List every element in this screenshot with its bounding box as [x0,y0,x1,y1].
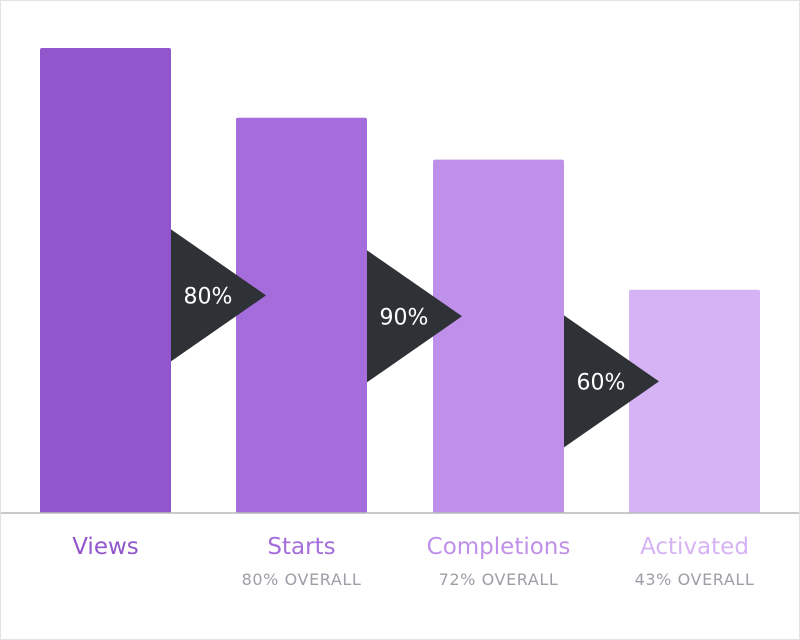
stage-label-completions: Completions [427,534,571,560]
overall-label-completions: 72% OVERALL [439,570,559,589]
conversion-label-1: 80% [184,284,233,309]
stage-label-views: Views [72,534,139,560]
bar-activated [629,289,760,513]
bar-completions [433,159,564,513]
stage-label-starts: Starts [267,534,335,560]
conversion-arrow-1 [171,229,266,362]
overall-label-activated: 43% OVERALL [635,570,755,589]
bar-starts [236,117,367,513]
bar-views [40,48,171,513]
conversion-arrow-2 [367,250,462,383]
conversion-arrow-3 [564,315,659,448]
conversion-label-2: 90% [380,305,429,330]
overall-label-starts: 80% OVERALL [242,570,362,589]
stage-label-activated: Activated [640,534,749,560]
conversion-label-3: 60% [577,370,626,395]
